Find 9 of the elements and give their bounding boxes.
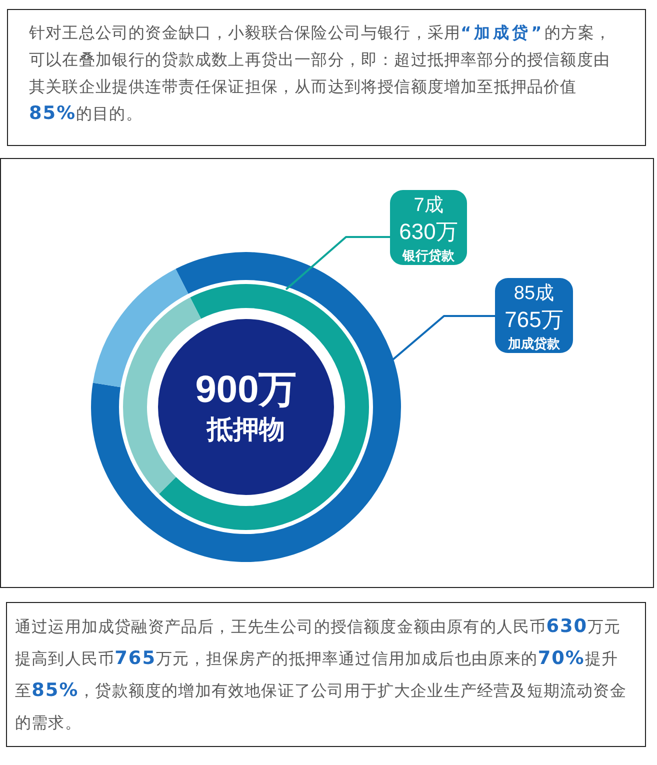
chart-title: 针对王总公司的资金缺口，小毅联合保险公司与银行，采用“加成贷”的方案，可以在叠加银行的贷款成数上再贷出一部分，即：超过抵押率部分的授信额度由其关联企业提供连带责任保证担保，从而达到将授信额度增加至抵押品价值85%的目的。 [29,23,612,124]
callout-box: 85成 765万 加成贷款 [495,278,573,353]
centre-disc: 900万 抵押物 [158,319,334,495]
callout-box: 7成 630万 银行贷款 [390,190,467,265]
data-label: 7成 630万 [399,195,458,244]
data-label: 85成 765万 [504,283,564,332]
slice-label: 银行贷款 [401,247,456,265]
slice-label: 加成贷款 [506,335,561,353]
text: 通过运用加成贷融资产品后，王先生公司的授信额度金额由原有的人民币630万元提高到人民币765万元，担保房产的抵押率通过信用加成后也由原来的70%提升至85%，贷款额度的增加有效地保证了公司用于扩大企业生产经营及短期流动资金的需求。 [15,616,626,732]
